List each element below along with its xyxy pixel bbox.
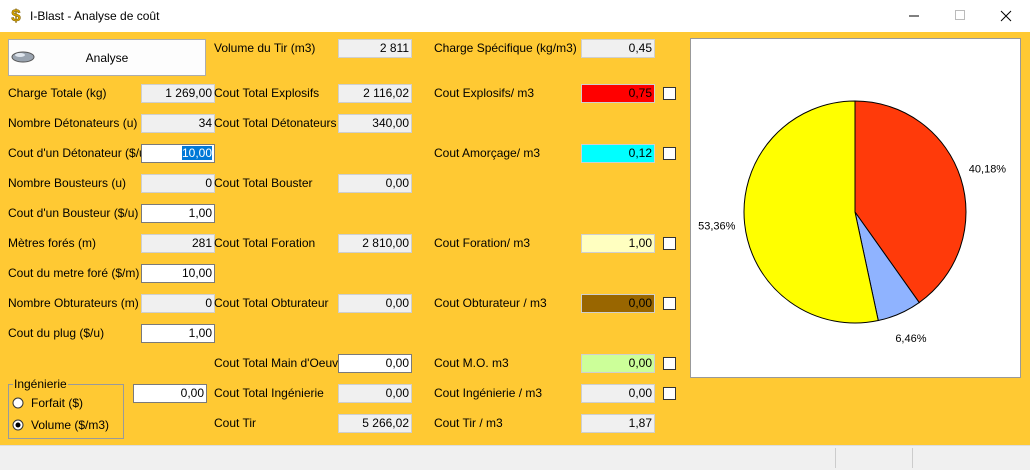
- slice-label: 40,18%: [969, 164, 1007, 176]
- field-label: Cout Foration/ m3: [434, 236, 531, 250]
- radio-dot: [15, 422, 21, 428]
- field-label: Charge Spécifique (kg/m3): [434, 41, 577, 55]
- field-output: 0,00: [338, 174, 412, 193]
- button-label: Analyse: [85, 51, 129, 65]
- field-label: Cout d'un Détonateur ($/u): [8, 146, 150, 160]
- group-title: Ingénierie: [13, 376, 68, 392]
- pie-panel: 40,18% 6,46% 53,36%: [690, 38, 1021, 378]
- field-label: Cout Explosifs/ m3: [434, 86, 535, 100]
- svg-text:$: $: [11, 7, 21, 25]
- field-label: Cout Total Main d'Oeuvre: [214, 356, 349, 370]
- selected-text: 10,00: [181, 146, 212, 160]
- field-output: 1 269,00: [141, 84, 215, 103]
- pie-slice: [743, 100, 879, 324]
- status-bar: [0, 445, 1030, 470]
- field-label: Cout Obturateur / m3: [434, 296, 547, 310]
- field-output: 2 810,00: [338, 234, 412, 253]
- field-output: 281: [141, 234, 215, 253]
- maximize[interactable]: [955, 10, 965, 20]
- field-output: 0,00: [581, 354, 655, 373]
- radio-label: Volume ($/m3): [31, 418, 110, 432]
- field-input[interactable]: 10,00: [141, 264, 215, 283]
- radio-label: Forfait ($): [31, 396, 84, 410]
- checkbox[interactable]: [663, 357, 676, 370]
- checkbox[interactable]: [663, 297, 676, 310]
- checkbox[interactable]: [663, 387, 676, 400]
- window-title: I-Blast - Analyse de coût: [30, 9, 160, 23]
- pie-slice: [854, 100, 967, 304]
- field-label: Nombre Bousteurs (u): [8, 176, 127, 190]
- field-label: Cout d'un Bousteur ($/u): [8, 206, 139, 220]
- field-output: 0,00: [581, 384, 655, 403]
- field-output: 340,00: [338, 114, 412, 133]
- field-output: 0,75: [581, 84, 655, 103]
- slice-label: 6,46%: [895, 333, 926, 345]
- field-label: Nombre Obturateurs (m): [8, 296, 139, 310]
- checkbox[interactable]: [663, 147, 676, 160]
- field-output: 0,00: [338, 384, 412, 403]
- engineering-input[interactable]: 0,00: [133, 384, 207, 403]
- field-label: Nombre Détonateurs (u): [8, 116, 138, 130]
- field-output: 1,00: [581, 234, 655, 253]
- close[interactable]: [1000, 10, 1012, 22]
- field-label: Charge Totale (kg): [8, 86, 107, 100]
- field-label: Cout Total Ingénierie: [214, 386, 324, 400]
- checkbox[interactable]: [663, 237, 676, 250]
- engineering-group: Ingénierie Forfait ($) Volume ($/m3): [8, 376, 124, 439]
- field-label: Mètres forés (m): [8, 236, 97, 250]
- field-label: Cout du metre foré ($/m): [8, 266, 140, 280]
- field-output: 2 116,02: [338, 84, 412, 103]
- field-output: 1,87: [581, 414, 655, 433]
- radio[interactable]: [12, 397, 24, 409]
- field-label: Cout Amorçage/ m3: [434, 146, 541, 160]
- checkbox[interactable]: [663, 87, 676, 100]
- app-icon: $: [11, 7, 22, 25]
- field-label: Cout Ingénierie / m3: [434, 386, 543, 400]
- field-input[interactable]: 10,00: [141, 144, 215, 163]
- field-output: 0: [141, 294, 215, 313]
- field-output: 0,00: [338, 294, 412, 313]
- field-label: Cout Total Détonateurs: [214, 116, 337, 130]
- field-output: 0,00: [581, 294, 655, 313]
- button-icon: [11, 51, 35, 63]
- field-input[interactable]: 0,00: [338, 354, 412, 373]
- field-label: Cout Tir / m3: [434, 416, 503, 430]
- field-label: Cout Total Foration: [214, 236, 316, 250]
- field-output: 5 266,02: [338, 414, 412, 433]
- pie-chart: 40,18% 6,46% 53,36%: [698, 100, 1007, 345]
- radios[interactable]: [11, 395, 25, 435]
- field-label: Cout Total Explosifs: [214, 86, 320, 100]
- field-label: Cout M.O. m3: [434, 356, 509, 370]
- field-output: 0,12: [581, 144, 655, 163]
- field-output: 2 811: [338, 39, 412, 58]
- slice-label: 53,36%: [698, 221, 736, 233]
- field-input[interactable]: 1,00: [141, 324, 215, 343]
- field-label: Cout Total Obturateur: [214, 296, 329, 310]
- field-input[interactable]: 1,00: [141, 204, 215, 223]
- field-label: Cout Total Bouster: [214, 176, 313, 190]
- divider: [912, 448, 913, 468]
- window-controls[interactable]: [890, 0, 1030, 32]
- divider: [835, 448, 836, 468]
- field-output: 0: [141, 174, 215, 193]
- field-label: Cout du plug ($/u): [8, 326, 105, 340]
- analyse-button[interactable]: Analyse: [8, 39, 206, 76]
- field-output: 34: [141, 114, 215, 133]
- field-label: Volume du Tir (m3): [214, 41, 316, 55]
- field-output: 0,45: [581, 39, 655, 58]
- title-bar: $ I-Blast - Analyse de coût: [0, 0, 1030, 32]
- field-label: Cout Tir: [214, 416, 257, 430]
